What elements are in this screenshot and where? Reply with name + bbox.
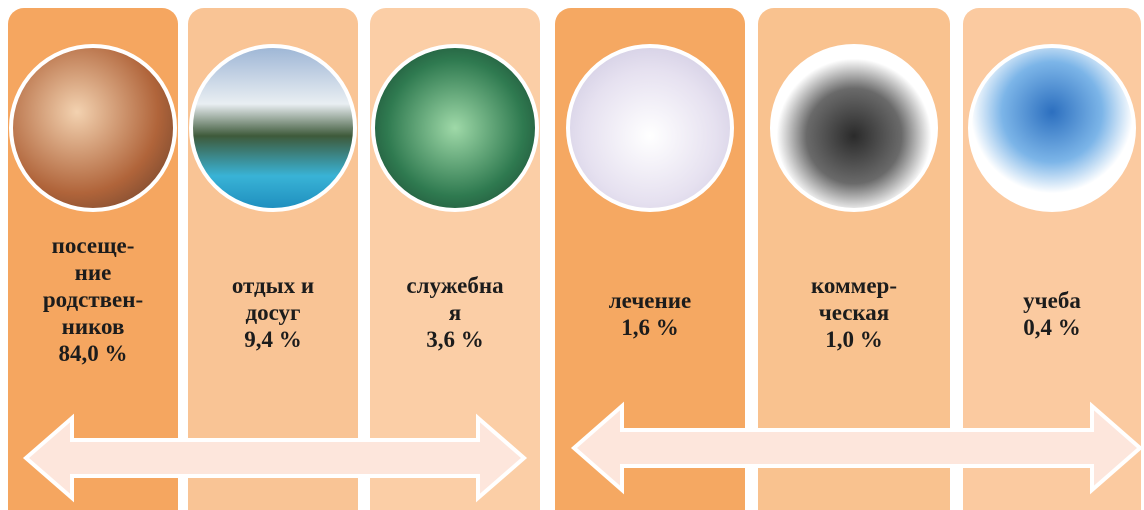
label-line: ников — [61, 314, 125, 339]
card: посеще-ние родствен-ников 84,0 % — [8, 8, 178, 510]
card-text: служебна я 3,6 % — [370, 272, 540, 353]
card-text: коммер-ческая 1,0 % — [758, 272, 950, 353]
card-text: учеба 0,4 % — [963, 287, 1141, 341]
label-line: ческая — [818, 300, 890, 325]
card-text: лечение 1,6 % — [555, 287, 745, 341]
double-arrow — [570, 401, 1144, 495]
photo — [566, 44, 734, 212]
double-arrow — [22, 413, 528, 503]
label-line: досуг — [245, 300, 301, 325]
photo — [9, 44, 177, 212]
label-line: посеще- — [51, 233, 135, 258]
share-value: 1,6 % — [621, 315, 679, 340]
label-line: коммер- — [810, 273, 897, 298]
share-value: 9,4 % — [244, 327, 302, 352]
label-line: отдых и — [231, 273, 315, 298]
photo — [189, 44, 357, 212]
share-value: 3,6 % — [426, 327, 484, 352]
photo — [371, 44, 539, 212]
label-line: родствен- — [42, 287, 144, 312]
card: отдых и досуг 9,4 % — [188, 8, 358, 510]
photo — [770, 44, 938, 212]
label-line: я — [448, 300, 462, 325]
label-line: лечение — [608, 288, 692, 313]
photo — [968, 44, 1136, 212]
card-text: отдых и досуг 9,4 % — [188, 272, 358, 353]
card: служебна я 3,6 % — [370, 8, 540, 510]
card: лечение 1,6 % — [555, 8, 745, 510]
label-line: учеба — [1023, 288, 1081, 313]
label-line: ние — [74, 260, 112, 285]
card-text: посеще-ние родствен-ников 84,0 % — [8, 232, 178, 367]
card: коммер-ческая 1,0 % — [758, 8, 950, 510]
share-value: 1,0 % — [825, 327, 883, 352]
share-value: 0,4 % — [1023, 315, 1081, 340]
label-line: служебна — [406, 273, 504, 298]
share-value: 84,0 % — [58, 341, 128, 366]
